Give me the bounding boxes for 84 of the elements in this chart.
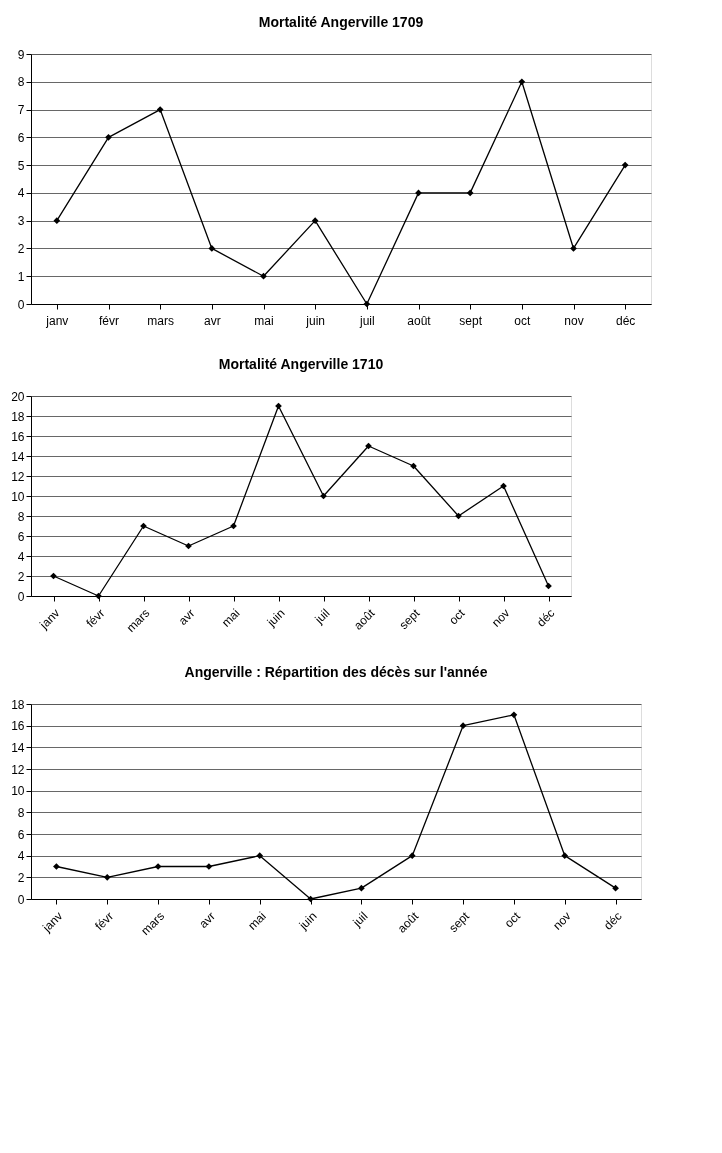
x-tick-label: mai (254, 313, 274, 328)
y-tick-label: 2 (17, 569, 25, 584)
y-tick-label: 12 (11, 762, 25, 777)
y-tick-label: 3 (17, 214, 25, 229)
y-tick-label: 0 (17, 297, 25, 312)
point (156, 106, 164, 113)
x-tick-label: sept (459, 313, 483, 328)
y-tick-label: 16 (11, 719, 25, 734)
chart-title: Angerville : Répartition des décès sur l'année (184, 664, 488, 680)
y-tick-label: 0 (17, 892, 25, 907)
x-tick-label: mai (245, 909, 269, 933)
y-tick-label: 4 (17, 849, 25, 864)
point (570, 245, 577, 252)
chart-title: Mortalité Angerville 1709 (258, 14, 424, 30)
x-tick-label: oct (446, 605, 468, 628)
y-tick-label: 18 (11, 409, 25, 424)
x-tick-label: nov (564, 313, 584, 328)
x-tick-label: janv (45, 313, 69, 328)
y-tick-label: 10 (11, 784, 25, 799)
y-tick-label: 0 (17, 589, 25, 604)
y-tick-label: 8 (17, 75, 25, 90)
y-tick-label: 6 (17, 130, 25, 145)
x-tick-label: juin (305, 313, 326, 328)
point (105, 133, 112, 141)
x-tick-label: sept (396, 605, 423, 633)
x-tick-label: févr (98, 313, 120, 328)
point (621, 161, 629, 169)
x-tick-label: août (407, 313, 432, 328)
y-tick-label: 4 (17, 549, 25, 564)
y-tick-label: 14 (11, 740, 25, 755)
point (256, 852, 264, 860)
y-tick-label: 4 (17, 186, 25, 201)
x-tick-label: oct (501, 908, 524, 931)
y-tick-label: 5 (17, 158, 25, 173)
x-tick-label: févr (92, 909, 117, 934)
x-tick-label: nov (488, 606, 513, 630)
x-tick-label: déc (533, 606, 558, 630)
y-tick-label: 14 (11, 449, 25, 464)
x-tick-label: sept (446, 908, 473, 936)
point (518, 78, 526, 86)
x-tick-label: mai (218, 606, 243, 630)
point (561, 852, 569, 860)
x-tick-label: févr (83, 606, 108, 631)
x-tick-label: juin (263, 606, 288, 630)
point (53, 863, 60, 870)
x-tick-label: déc (600, 909, 625, 933)
x-tick-label: juil (349, 909, 371, 931)
point (408, 852, 416, 860)
y-tick-label: 12 (11, 469, 25, 484)
y-tick-label: 2 (17, 241, 25, 256)
x-tick-label: juil (359, 313, 375, 328)
y-tick-label: 10 (11, 489, 25, 504)
x-tick-label: avr (175, 606, 198, 628)
point (466, 189, 474, 197)
y-tick-label: 9 (17, 47, 25, 62)
point (363, 300, 371, 308)
y-tick-label: 6 (17, 827, 25, 842)
y-tick-label: 6 (17, 529, 25, 544)
x-tick-label: juil (311, 606, 333, 628)
x-tick-label: juin (295, 909, 320, 933)
point (510, 711, 518, 719)
chart-title: Mortalité Angerville 1710 (218, 356, 384, 372)
point (358, 884, 365, 892)
y-tick-label: 1 (17, 269, 25, 284)
x-tick-label: nov (550, 909, 574, 933)
y-tick-label: 8 (17, 805, 25, 820)
point (311, 217, 319, 225)
x-tick-label: oct (514, 313, 531, 328)
point (53, 217, 61, 225)
point (103, 873, 111, 881)
y-tick-label: 16 (11, 429, 25, 444)
y-tick-label: 7 (17, 103, 25, 118)
y-tick-label: 18 (11, 697, 25, 712)
y-tick-label: 20 (11, 389, 25, 404)
x-tick-label: avr (196, 909, 218, 931)
x-tick-label: mars (147, 313, 174, 328)
point (208, 245, 216, 252)
point (260, 272, 267, 280)
x-tick-label: avr (204, 313, 221, 328)
x-tick-label: déc (615, 313, 636, 328)
y-tick-label: 2 (17, 870, 25, 885)
point (459, 722, 467, 730)
point (612, 884, 619, 892)
y-tick-label: 8 (17, 509, 25, 524)
